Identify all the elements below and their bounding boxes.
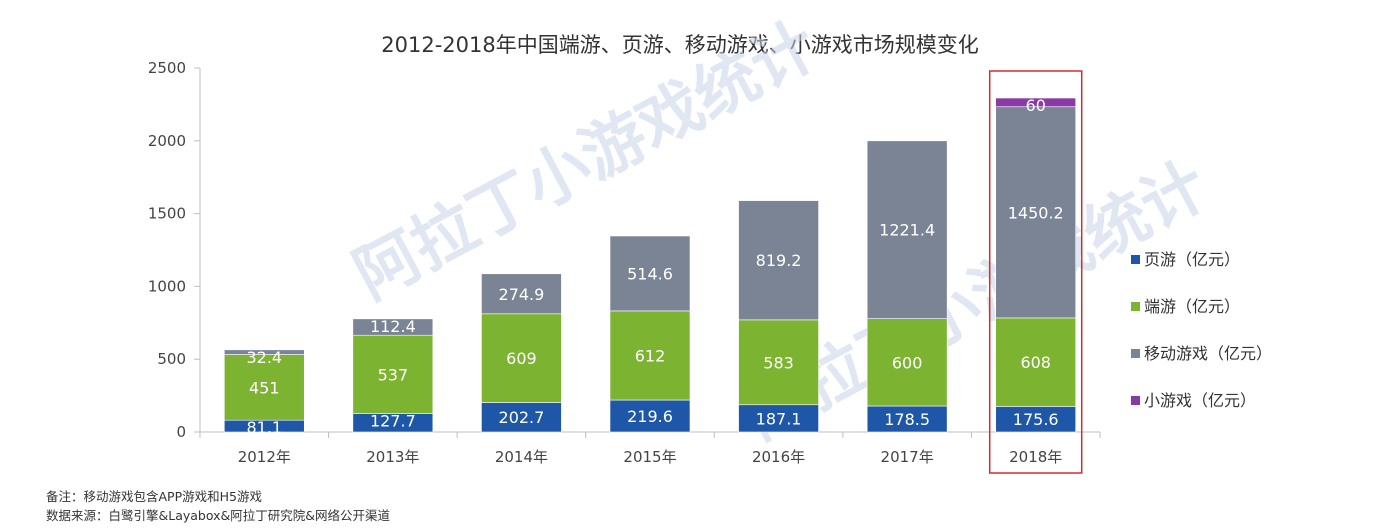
legend-swatch [1131, 255, 1140, 264]
data-label: 112.4 [370, 317, 416, 336]
y-tick-label: 2000 [148, 132, 186, 150]
legend: 页游（亿元） 端游（亿元） 移动游戏（亿元） 小游戏（亿元） [1131, 250, 1272, 410]
bar-segment [609, 235, 691, 312]
bar-segment [223, 349, 305, 355]
bars [223, 97, 1077, 433]
data-label: 187.1 [756, 409, 802, 428]
bar-segment [609, 310, 691, 401]
data-label: 1450.2 [1008, 203, 1064, 222]
bar-segment [866, 140, 948, 319]
data-label: 819.2 [756, 251, 802, 270]
bar-segment [609, 399, 691, 433]
axes: 0 500 1000 1500 2000 2500 2012年 2013年 2014年 2015年… [148, 59, 1101, 466]
y-tick-label: 1500 [148, 205, 186, 223]
legend-swatch [1131, 349, 1140, 358]
data-label: 451 [249, 378, 280, 397]
data-label: 612 [635, 346, 666, 365]
data-label: 583 [763, 353, 794, 372]
bar-segment [995, 106, 1077, 319]
y-tick-label: 2500 [148, 59, 186, 77]
y-tick-label: 1000 [148, 277, 186, 295]
data-label: 202.7 [499, 408, 545, 427]
data-label: 274.9 [499, 285, 545, 304]
legend-label: 端游（亿元） [1144, 297, 1240, 316]
legend-swatch [1131, 396, 1140, 405]
highlight-box [988, 70, 1083, 474]
legend-label: 小游戏（亿元） [1144, 391, 1256, 410]
data-label: 32.4 [246, 348, 282, 367]
y-tick-label: 500 [157, 350, 186, 368]
bar-segment [352, 318, 434, 336]
y-tick-label: 0 [176, 423, 186, 441]
data-label: 60 [1026, 96, 1046, 115]
bar-segment [481, 313, 562, 403]
bar-segment [223, 354, 305, 421]
x-tick-label: 2017年 [881, 448, 934, 466]
data-label: 537 [378, 365, 409, 384]
x-tick-label: 2018年 [1009, 448, 1062, 466]
legend-swatch [1131, 302, 1140, 311]
data-label: 175.6 [1013, 410, 1059, 429]
highlight [988, 70, 1083, 474]
data-label: 514.6 [627, 264, 673, 283]
x-tick-label: 2014年 [495, 448, 548, 466]
x-tick-label: 2013年 [366, 448, 419, 466]
bar-segment [995, 97, 1077, 108]
legend-label: 页游（亿元） [1144, 250, 1240, 269]
bar-segment [738, 200, 819, 321]
bar-segment [481, 273, 562, 315]
note-line-1: 备注：移动游戏包含APP游戏和H5游戏 [46, 489, 262, 504]
bar-segment [995, 406, 1077, 433]
bar-segment [352, 334, 434, 414]
data-label: 178.5 [884, 410, 930, 429]
chart-title: 2012-2018年中国端游、页游、移动游戏、小游戏市场规模变化 [381, 33, 978, 57]
data-label: 608 [1020, 353, 1051, 372]
legend-label: 移动游戏（亿元） [1144, 344, 1272, 363]
data-label: 127.7 [370, 411, 416, 430]
x-tick-label: 2016年 [752, 448, 805, 466]
bar-segment [738, 404, 819, 433]
data-label: 1221.4 [879, 221, 935, 240]
bar-segment [866, 318, 948, 407]
data-label: 609 [506, 349, 537, 368]
data-label: 81.1 [246, 418, 282, 437]
bar-segment [738, 319, 819, 406]
note-line-2: 数据来源：白鹭引擎&Layabox&阿拉丁研究院&网络公开渠道 [46, 508, 391, 523]
x-tick-label: 2012年 [238, 448, 291, 466]
bar-labels: 81.1 451 32.4 127.7 537 112.4 202.7 609 274.9 219… [246, 96, 1063, 437]
data-label: 600 [892, 353, 923, 372]
data-label: 219.6 [627, 407, 673, 426]
bar-segment [995, 317, 1077, 407]
x-tick-label: 2015年 [623, 448, 676, 466]
